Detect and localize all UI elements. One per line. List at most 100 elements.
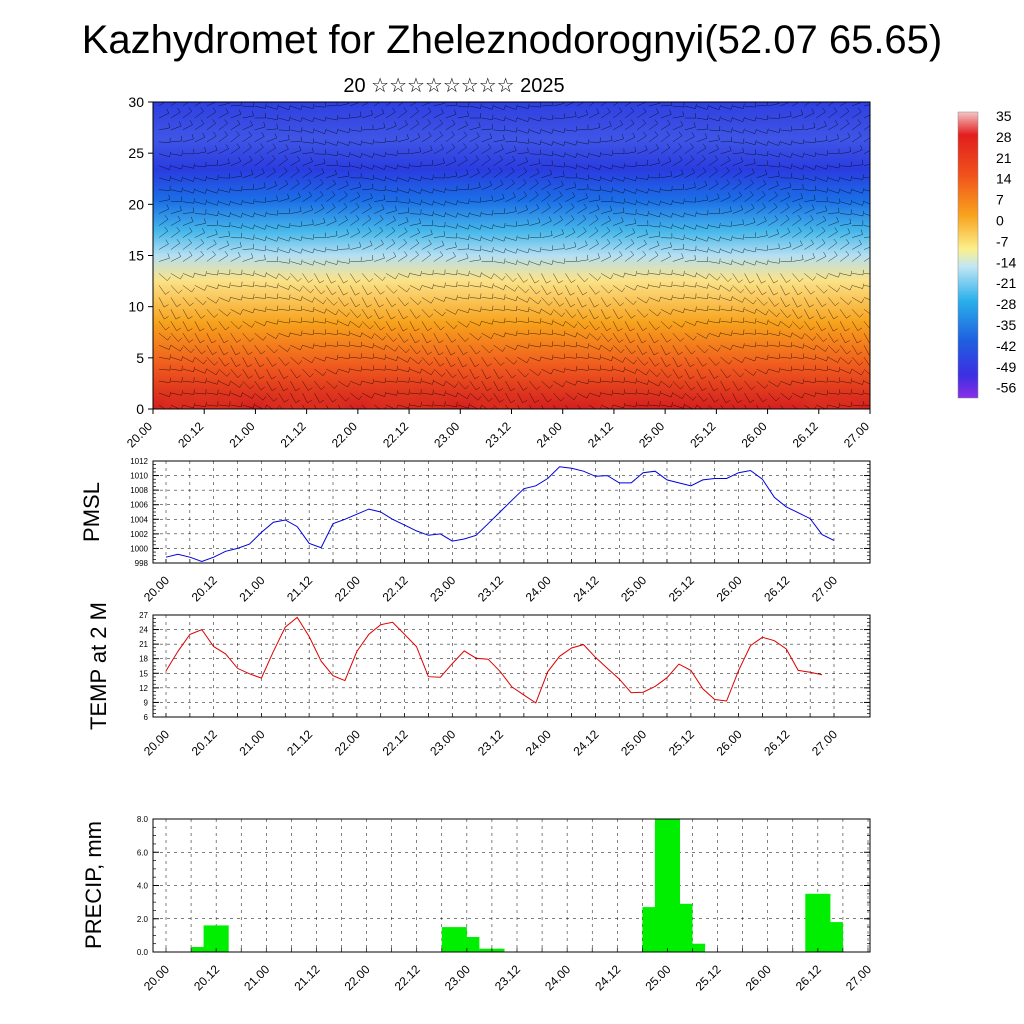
wind-barb	[206, 389, 219, 395]
wind-barb	[409, 218, 422, 226]
wind-barb	[612, 102, 620, 107]
wind-barb	[206, 200, 219, 206]
wind-barb	[852, 174, 864, 180]
wind-barb	[314, 217, 326, 226]
wind-barb	[553, 353, 566, 359]
wind-barb	[230, 171, 242, 179]
wind-barb	[230, 251, 241, 262]
wind-barb	[624, 345, 636, 355]
wind-barb	[648, 172, 661, 179]
wind-barb	[290, 404, 294, 409]
wind-barb	[158, 365, 171, 371]
pmsl-x-tick-label: 22.00	[332, 573, 363, 604]
wind-barb	[397, 107, 408, 119]
wind-barb	[182, 176, 196, 182]
wind-barb	[660, 380, 673, 389]
wind-barb	[361, 102, 370, 107]
wind-barb	[839, 119, 850, 131]
wind-barb	[290, 330, 303, 336]
wind-barb	[565, 126, 577, 132]
wind-barb	[792, 404, 804, 409]
wind-barb	[744, 232, 756, 238]
wind-barb	[804, 108, 815, 119]
wind-barb	[863, 104, 870, 107]
wind-barb	[696, 273, 709, 280]
wind-barb	[266, 319, 279, 325]
section-warm-core	[196, 339, 264, 409]
wind-barb	[361, 285, 373, 296]
wind-barb	[266, 167, 277, 179]
wind-barb	[326, 309, 339, 316]
wind-barb	[409, 228, 421, 238]
wind-barb	[529, 329, 541, 335]
wind-barb	[840, 146, 852, 155]
wind-barb	[350, 191, 361, 202]
wind-barb	[337, 297, 349, 307]
wind-barb	[708, 344, 721, 352]
wind-barb	[624, 333, 635, 344]
wind-barb	[445, 223, 458, 229]
wind-barb	[266, 332, 279, 340]
wind-barb	[373, 102, 381, 107]
wind-barb	[254, 112, 266, 119]
wind-barb	[445, 295, 458, 301]
wind-barb	[828, 107, 838, 119]
wind-barb	[648, 309, 661, 317]
wind-barb	[589, 391, 602, 397]
wind-barb	[648, 119, 659, 131]
wind-barb	[505, 248, 518, 254]
wind-barb	[409, 309, 421, 319]
wind-barb	[815, 321, 827, 332]
wind-barb	[600, 333, 613, 342]
wind-barb	[230, 212, 243, 218]
wind-barb	[851, 309, 864, 318]
wind-barb	[732, 147, 744, 155]
wind-barb	[445, 281, 458, 287]
wind-barb	[624, 161, 637, 167]
wind-barb	[242, 111, 254, 119]
wind-barb	[493, 248, 506, 254]
wind-barb	[827, 321, 838, 332]
wind-barb	[397, 198, 410, 204]
wind-barb	[577, 404, 589, 409]
wind-barb	[541, 309, 554, 316]
wind-barb	[768, 367, 781, 373]
wind-barb	[529, 168, 540, 179]
wind-barb	[206, 107, 217, 119]
wind-barb	[529, 356, 542, 362]
wind-barb	[684, 235, 697, 242]
precip-y-tick-label: 6.0	[137, 848, 149, 857]
wind-barb	[529, 380, 541, 390]
section-y-tick-label: 30	[128, 94, 144, 110]
wind-barb	[589, 354, 602, 360]
wind-barb	[326, 230, 338, 238]
wind-barb	[218, 368, 231, 377]
wind-barb	[613, 176, 626, 182]
wind-barb	[565, 111, 577, 119]
wind-barb	[182, 207, 195, 214]
wind-barb	[660, 185, 673, 192]
wind-barb	[851, 119, 862, 131]
wind-barb	[326, 245, 338, 251]
wind-barb	[266, 143, 277, 155]
temp-x-tick-label: 27.00	[809, 727, 840, 758]
wind-barb	[624, 132, 636, 143]
wind-barb	[326, 404, 329, 409]
wind-barb	[254, 168, 265, 179]
wind-barb	[457, 155, 468, 167]
wind-barb	[744, 203, 755, 214]
colorbar-label: 0	[996, 213, 1004, 229]
wind-barb	[373, 273, 386, 281]
section-x-tick-label: 24.00	[534, 419, 565, 450]
precip-y-tick-label: 4.0	[137, 882, 149, 891]
wind-barb	[182, 198, 195, 204]
wind-barb	[481, 332, 494, 339]
wind-barb	[397, 102, 404, 107]
section-x-tick-label: 26.00	[739, 419, 770, 450]
wind-barb	[206, 345, 217, 355]
wind-barb	[338, 191, 348, 202]
wind-barb	[577, 203, 587, 214]
wind-barb	[636, 269, 649, 276]
wind-barb	[529, 392, 540, 403]
